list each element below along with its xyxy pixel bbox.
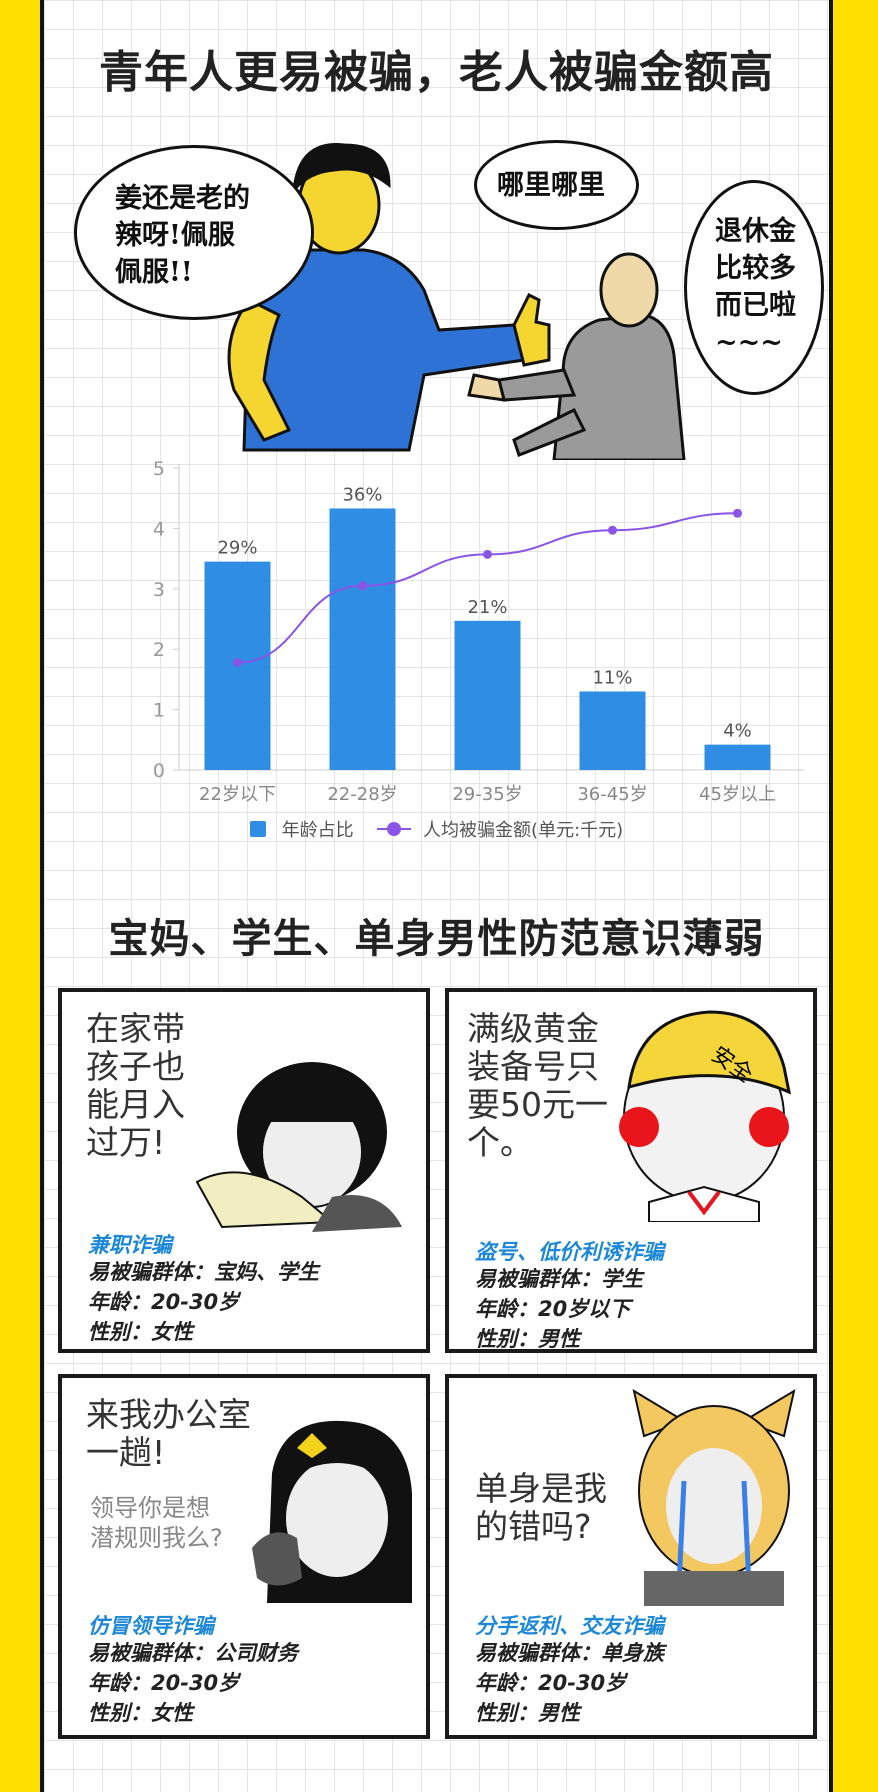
old-man-speech-bubble-1: 哪里哪里 xyxy=(474,140,639,230)
crying-dog-illustration xyxy=(632,1388,796,1606)
line-point-0 xyxy=(233,657,242,667)
scam-card-part-time: 在家带 孩子也 能月入 过万! 兼职诈骗 易被骗群体：宝妈、学生 年龄：20-3… xyxy=(58,988,430,1353)
y-tick-label: 4 xyxy=(153,518,165,540)
y-tick-label: 0 xyxy=(153,760,165,782)
old-man-figure xyxy=(467,252,686,462)
bar-3 xyxy=(579,691,646,770)
target-gender: 性别：男性 xyxy=(475,1701,580,1725)
young-man-speech-bubble: 姜还是老的 辣呀!佩服 佩服!! xyxy=(74,145,314,320)
bar-2 xyxy=(454,620,521,770)
x-tick-label: 22岁以下 xyxy=(199,784,276,805)
bar-data-label: 29% xyxy=(217,538,257,559)
scam-type: 盗号、低价利诱诈骗 xyxy=(475,1240,664,1264)
y-tick-label: 5 xyxy=(153,458,165,480)
scam-type: 兼职诈骗 xyxy=(88,1233,172,1257)
line-point-3 xyxy=(608,525,617,535)
target-gender: 性别：女性 xyxy=(88,1701,193,1725)
target-group: 易被骗群体：公司财务 xyxy=(88,1641,298,1665)
card-quote: 来我办公室 一趟! xyxy=(86,1395,251,1472)
legend-bar-swatch xyxy=(249,821,266,837)
bar-data-label: 36% xyxy=(342,484,382,505)
legend-bar-label: 年龄占比 xyxy=(281,820,354,841)
card-subquote: 领导你是想 潜规则我么? xyxy=(90,1494,223,1552)
target-age: 年龄：20-30岁 xyxy=(475,1671,627,1695)
line-point-4 xyxy=(733,508,742,518)
age-fraud-chart: 0 1 2 3 4 5 29% 36% 21% 11% 4% 22岁以下 22-28岁 29-35岁 36-… xyxy=(153,458,804,805)
legend-line-swatch xyxy=(377,821,412,837)
card-quote: 单身是我 的错吗? xyxy=(475,1469,607,1546)
old-man-speech-text-2: 退休金 比较多 而已啦 ~~~ xyxy=(715,216,796,358)
x-tick-label: 36-45岁 xyxy=(577,784,647,805)
x-tick-label: 29-35岁 xyxy=(452,784,522,805)
y-tick-label: 2 xyxy=(153,639,165,661)
woman-on-phone-illustration xyxy=(252,1420,412,1603)
y-tick-label: 3 xyxy=(153,579,165,601)
line-point-1 xyxy=(358,581,367,591)
x-tick-label: 45岁以上 xyxy=(699,784,776,805)
chart-legend: 年龄占比 人均被骗金额(单元:千元) xyxy=(44,816,829,842)
old-man-speech-bubble-2: 退休金 比较多 而已啦 ~~~ xyxy=(684,180,824,395)
scam-card-fake-boss: 来我办公室 一趟! 领导你是想 潜规则我么? 仿冒领导诈骗 易被骗群体：公司财务… xyxy=(58,1374,430,1739)
target-gender: 性别：女性 xyxy=(88,1320,193,1344)
comic-figures xyxy=(227,143,686,462)
student-with-hat-illustration: 安全 xyxy=(619,1010,792,1222)
bar-data-label: 21% xyxy=(467,597,507,618)
bar-data-label: 4% xyxy=(723,721,752,742)
scam-card-account-theft: 满级黄金 装备号只 要50元一 个。 安全 盗号、低价利诱诈骗 易被骗群体：学生… xyxy=(445,988,817,1353)
target-age: 年龄：20-30岁 xyxy=(88,1671,240,1695)
scam-card-dating: 单身是我 的错吗? 分手返利、交友诈骗 易被骗群体：单身族 年龄：20-30岁 … xyxy=(445,1374,817,1739)
legend-line-label: 人均被骗金额(单元:千元) xyxy=(423,820,624,841)
target-group: 易被骗群体：宝妈、学生 xyxy=(88,1260,319,1284)
card-quote: 满级黄金 装备号只 要50元一 个。 xyxy=(467,1009,608,1162)
infographic-page: 青年人更易被骗，老人被骗金额高 姜还是老的 辣呀!佩服 佩服!! xyxy=(40,0,833,1792)
y-tick-label: 1 xyxy=(153,700,165,722)
comic-illustration: 姜还是老的 辣呀!佩服 佩服!! 哪里哪里 退休金 比较多 而已啦 ~~~ xyxy=(44,110,829,462)
section1-title: 青年人更易被骗，老人被骗金额高 xyxy=(99,47,774,98)
young-man-speech-text: 姜还是老的 辣呀!佩服 佩服!! xyxy=(115,183,250,288)
line-series-amount xyxy=(237,512,738,664)
young-man-figure xyxy=(227,143,551,452)
card-quote: 在家带 孩子也 能月入 过万! xyxy=(86,1009,185,1162)
bar-1 xyxy=(329,508,396,770)
target-gender: 性别：男性 xyxy=(475,1327,580,1351)
target-group: 易被骗群体：单身族 xyxy=(475,1641,664,1665)
mom-with-baby-illustration xyxy=(195,1062,402,1232)
old-man-speech-text-1: 哪里哪里 xyxy=(497,170,605,201)
section2-title: 宝妈、学生、单身男性防范意识薄弱 xyxy=(108,916,765,962)
target-age: 年龄：20-30岁 xyxy=(88,1290,240,1314)
scam-type: 分手返利、交友诈骗 xyxy=(475,1614,664,1638)
scam-type: 仿冒领导诈骗 xyxy=(88,1614,214,1638)
line-point-2 xyxy=(483,549,492,559)
target-age: 年龄：20岁以下 xyxy=(475,1297,631,1321)
target-group: 易被骗群体：学生 xyxy=(475,1267,643,1291)
x-tick-label: 22-28岁 xyxy=(327,784,397,805)
bar-data-label: 11% xyxy=(592,667,632,688)
bar-4 xyxy=(704,744,771,770)
